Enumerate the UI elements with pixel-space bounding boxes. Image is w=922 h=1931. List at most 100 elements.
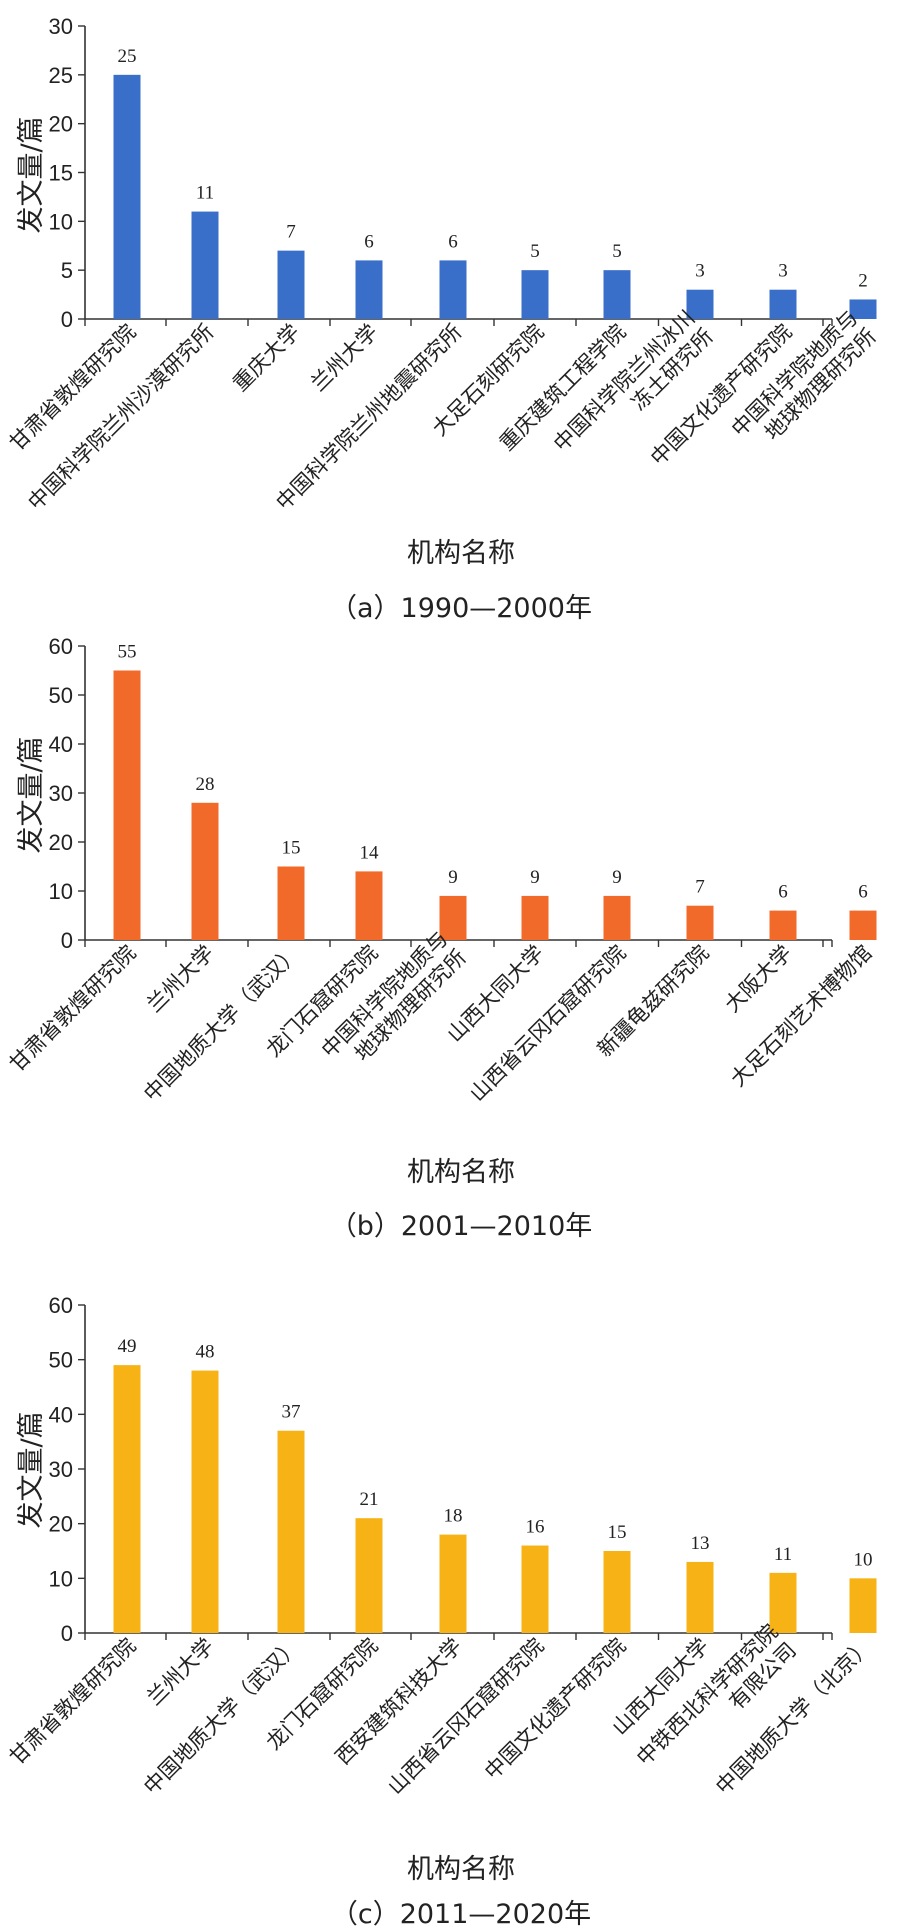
bar-value-label: 25 [118, 46, 137, 67]
category-label-line: 山西省云冈石窟研究院 [383, 1634, 548, 1799]
chart-caption: （a）1990—2000年 [330, 593, 592, 624]
category-label-line: 兰州大学 [142, 941, 218, 1017]
bar [355, 260, 383, 319]
category-label-line: 兰州大学 [306, 320, 382, 396]
bar-value-label: 28 [196, 774, 215, 795]
bar [113, 74, 141, 319]
bar-value-label: 7 [286, 222, 296, 243]
bar [277, 1430, 305, 1633]
y-tick-label: 10 [49, 209, 73, 234]
category-label-line: 甘肃省敦煌研究院 [5, 320, 141, 456]
category-label: 中国地质大学（武汉） [139, 941, 304, 1106]
bar [521, 895, 549, 940]
bar [769, 1572, 797, 1633]
bar-value-label: 9 [612, 867, 622, 888]
bar-value-label: 15 [282, 838, 301, 859]
bar-value-label: 18 [444, 1506, 463, 1527]
y-tick-label: 60 [49, 1293, 73, 1318]
y-tick-label: 0 [61, 307, 73, 332]
y-tick-label: 60 [49, 634, 73, 659]
category-label-line: 重庆大学 [228, 320, 304, 396]
bar-value-label: 6 [364, 231, 374, 252]
bar-value-label: 48 [196, 1342, 215, 1363]
bar [355, 1518, 383, 1633]
bar-value-label: 2 [858, 270, 868, 291]
bar [439, 895, 467, 940]
y-axis-title: 发文量/篇 [16, 736, 47, 853]
chart-panel: 0 10 20 30 40 50 60 49 48 37 21 18 16 15 13 11 10 甘肃省敦煌研究… [5, 1293, 877, 1930]
y-axis-title: 发文量/篇 [16, 1411, 47, 1528]
y-tick-label: 30 [49, 1457, 73, 1482]
x-axis-title: 机构名称 [407, 538, 515, 569]
bar [769, 289, 797, 319]
y-tick-label: 15 [49, 161, 73, 186]
bar [521, 1545, 549, 1633]
category-label: 山西省云冈石窟研究院 [465, 941, 630, 1106]
category-label: 兰州大学 [142, 941, 218, 1017]
bar-value-label: 10 [854, 1549, 873, 1570]
bar [849, 910, 877, 940]
category-label: 山西省云冈石窟研究院 [383, 1634, 548, 1799]
bar-value-label: 49 [118, 1336, 137, 1357]
category-label-line: 甘肃省敦煌研究院 [5, 941, 141, 1077]
y-tick-label: 25 [49, 63, 73, 88]
bar-value-label: 55 [118, 642, 137, 663]
bar-value-label: 9 [530, 867, 540, 888]
bar-value-label: 21 [360, 1489, 379, 1510]
x-axis-title: 机构名称 [407, 1854, 515, 1885]
y-tick-label: 30 [49, 781, 73, 806]
y-tick-label: 0 [61, 928, 73, 953]
bar [277, 250, 305, 319]
y-tick-label: 10 [49, 879, 73, 904]
bar-value-label: 16 [526, 1517, 545, 1538]
bar [113, 1365, 141, 1633]
y-tick-label: 50 [49, 683, 73, 708]
y-tick-label: 20 [49, 112, 73, 137]
category-label: 兰州大学 [142, 1634, 218, 1710]
bar-value-label: 7 [695, 877, 705, 898]
bar-value-label: 11 [774, 1544, 792, 1565]
bar [113, 670, 141, 940]
bar [277, 866, 305, 940]
bar [355, 871, 383, 940]
category-label-line: 中国文化遗产研究院 [480, 1634, 631, 1785]
y-tick-label: 5 [61, 258, 73, 283]
bar [521, 270, 549, 319]
bar-value-label: 15 [608, 1522, 627, 1543]
category-label: 重庆大学 [228, 320, 304, 396]
category-label-line: 大阪大学 [720, 941, 796, 1017]
bar [191, 1370, 219, 1633]
y-tick-label: 10 [49, 1566, 73, 1591]
bar [191, 211, 219, 319]
chart-caption: （b）2001—2010年 [330, 1211, 593, 1242]
y-tick-label: 0 [61, 1621, 73, 1646]
bar [191, 802, 219, 940]
category-label: 甘肃省敦煌研究院 [5, 1634, 141, 1770]
y-tick-label: 30 [49, 14, 73, 39]
bar [439, 260, 467, 319]
bar [603, 895, 631, 940]
bar-value-label: 14 [360, 842, 380, 863]
bar-value-label: 3 [695, 261, 705, 282]
bar-value-label: 11 [196, 183, 214, 204]
bar-value-label: 6 [448, 231, 458, 252]
bar-value-label: 5 [530, 241, 540, 262]
x-axis-title: 机构名称 [407, 1157, 515, 1188]
bar [686, 289, 714, 319]
bar-value-label: 37 [282, 1402, 301, 1423]
category-label-line: 大足石刻艺术博物馆 [726, 941, 877, 1092]
bar [849, 299, 877, 319]
y-tick-label: 40 [49, 1402, 73, 1427]
bar-value-label: 9 [448, 867, 458, 888]
bar [603, 270, 631, 319]
y-tick-label: 20 [49, 1512, 73, 1537]
bar [439, 1534, 467, 1633]
category-label-line: 中国地质大学（武汉） [139, 941, 304, 1106]
category-label-line: 中国地质大学（武汉） [139, 1634, 304, 1799]
bar [686, 1561, 714, 1633]
bar [686, 905, 714, 940]
bar-value-label: 5 [612, 241, 622, 262]
category-label: 甘肃省敦煌研究院 [5, 320, 141, 456]
